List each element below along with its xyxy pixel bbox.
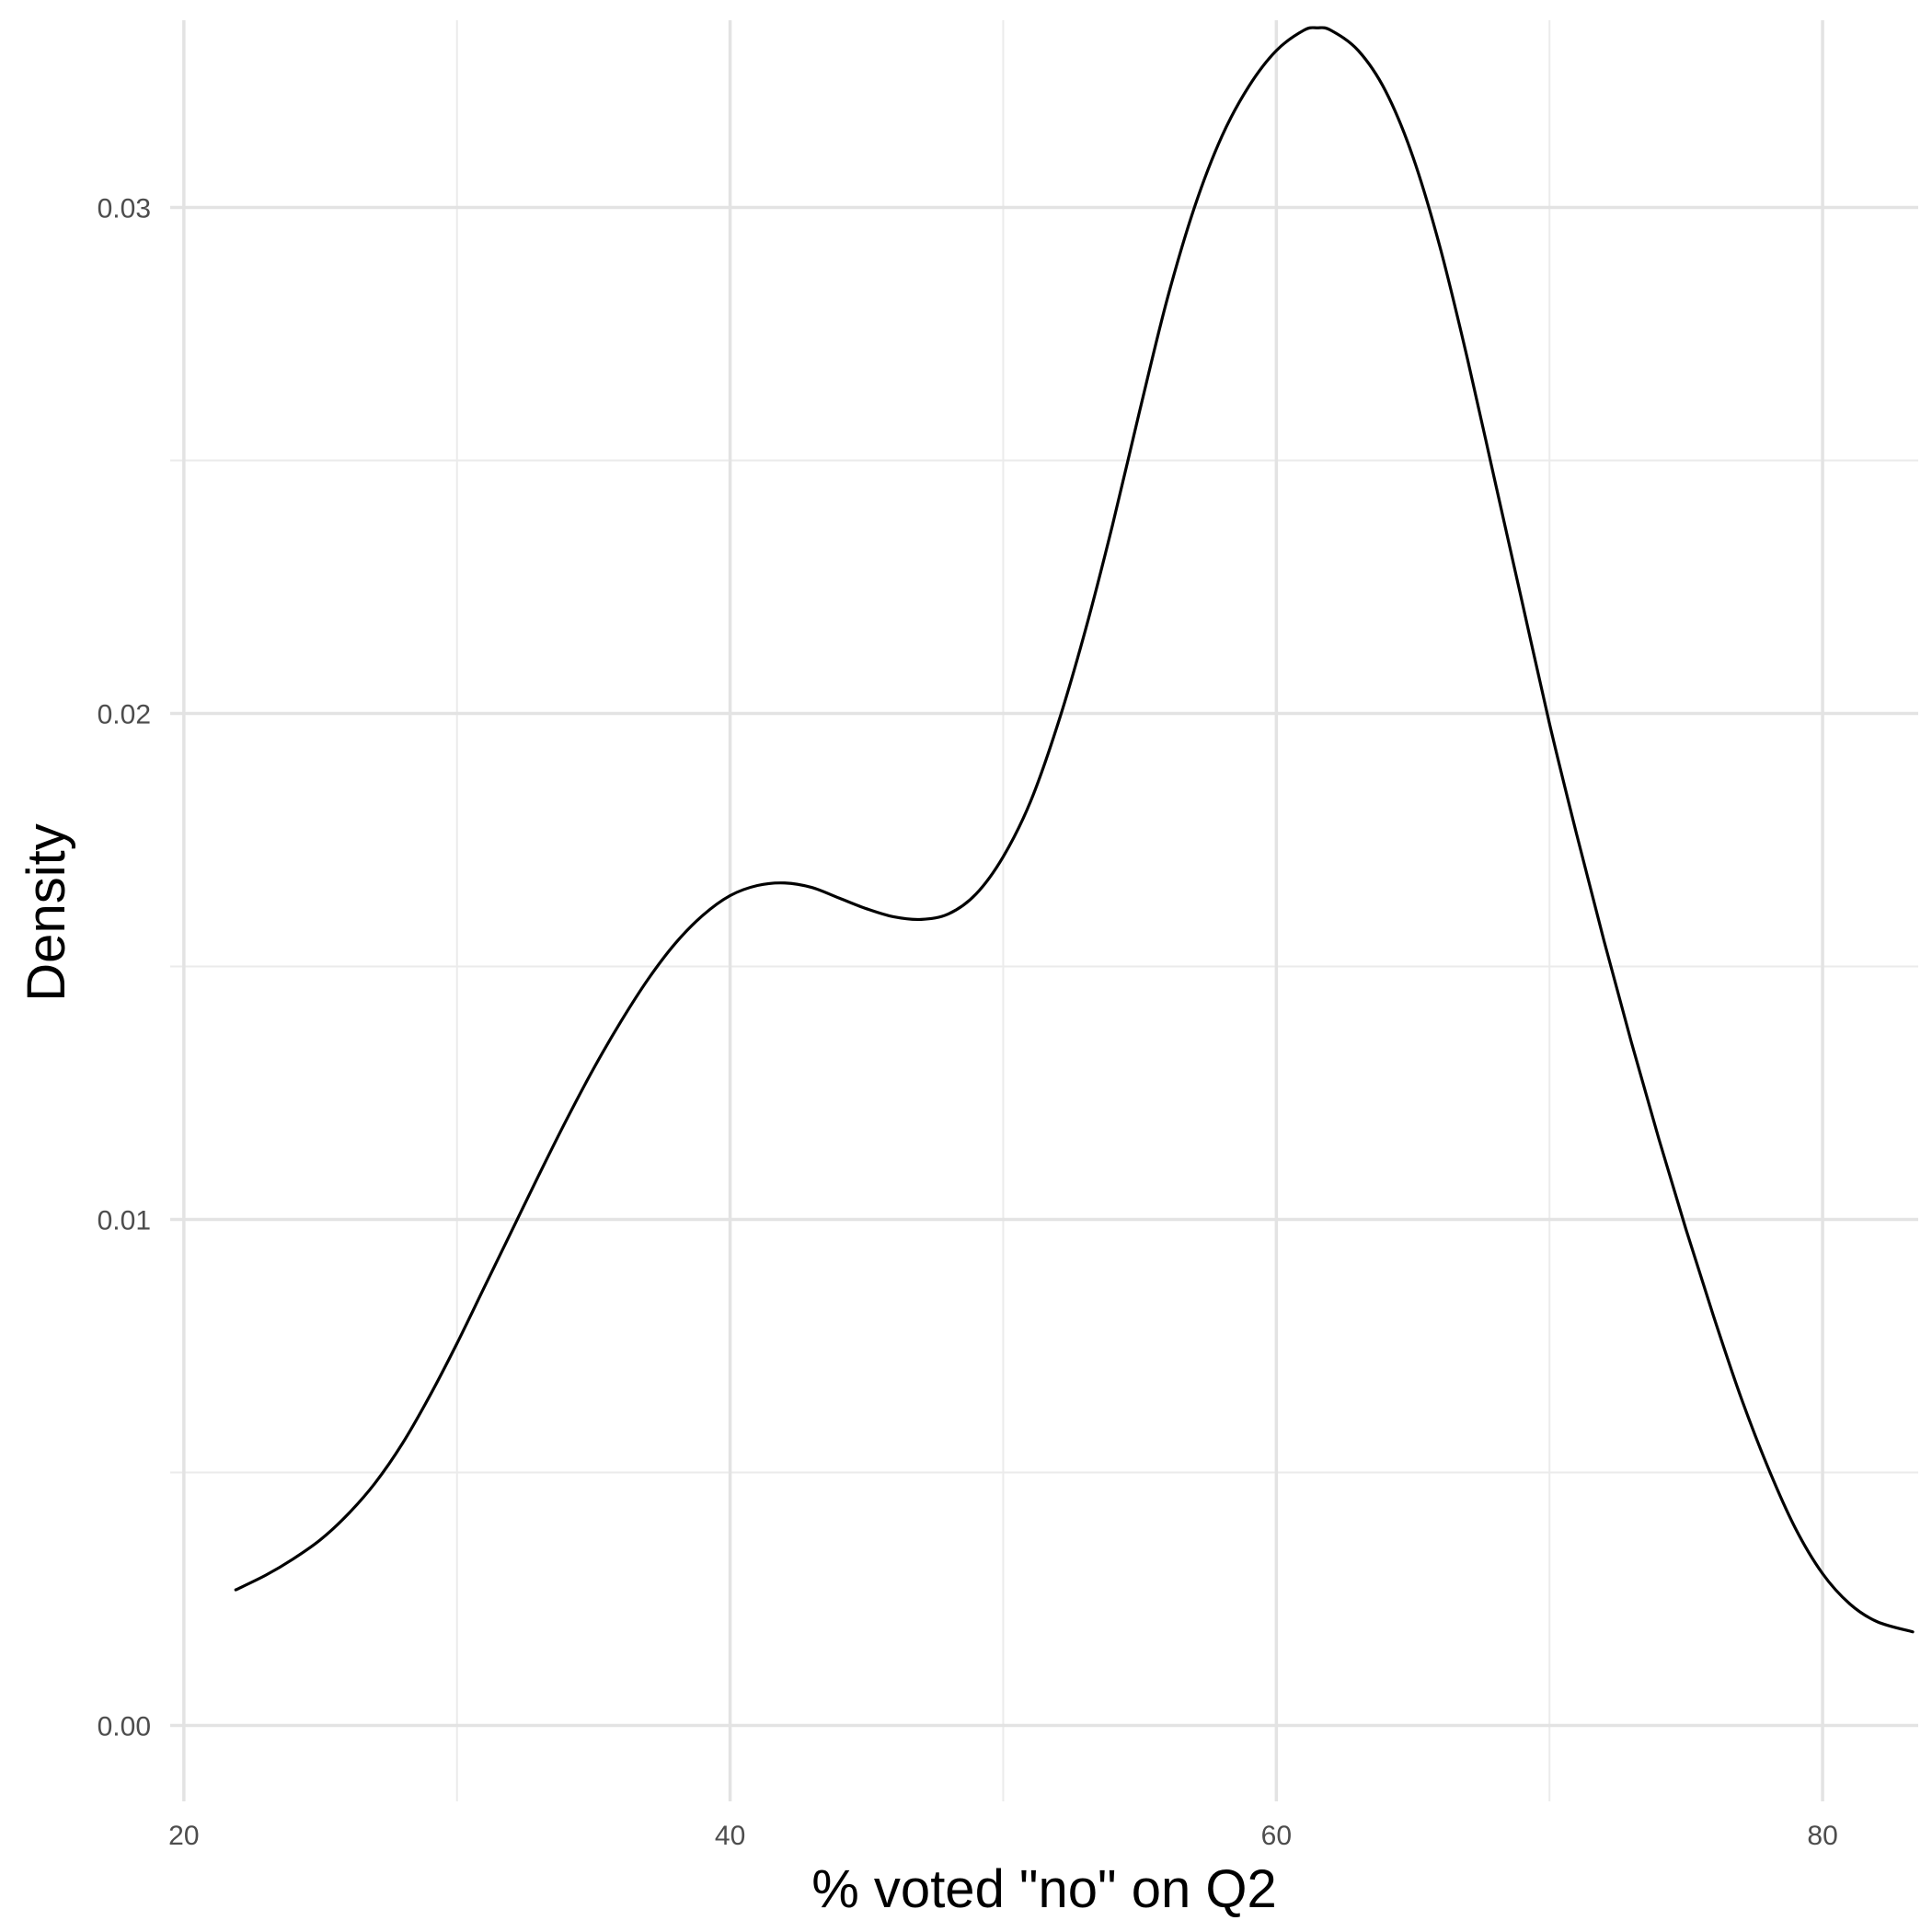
y-tick-label: 0.02 <box>98 700 151 730</box>
y-tick-labels: 0.00 0.01 0.02 0.03 <box>98 194 151 1742</box>
x-axis-title: % voted "no" on Q2 <box>811 1859 1277 1919</box>
x-tick-label: 20 <box>168 1821 199 1851</box>
density-line <box>234 26 1915 1634</box>
y-tick-label: 0.00 <box>98 1712 151 1742</box>
grid-major <box>170 20 1918 1801</box>
y-tick-label: 0.03 <box>98 194 151 224</box>
y-tick-label: 0.01 <box>98 1206 151 1236</box>
x-tick-labels: 20 40 60 80 <box>168 1821 1838 1851</box>
x-tick-label: 40 <box>715 1821 745 1851</box>
y-axis-title: Density <box>17 823 76 1001</box>
x-tick-label: 60 <box>1261 1821 1292 1851</box>
x-tick-label: 80 <box>1807 1821 1837 1851</box>
grid-minor <box>170 20 1918 1801</box>
series-layer <box>234 26 1915 1634</box>
